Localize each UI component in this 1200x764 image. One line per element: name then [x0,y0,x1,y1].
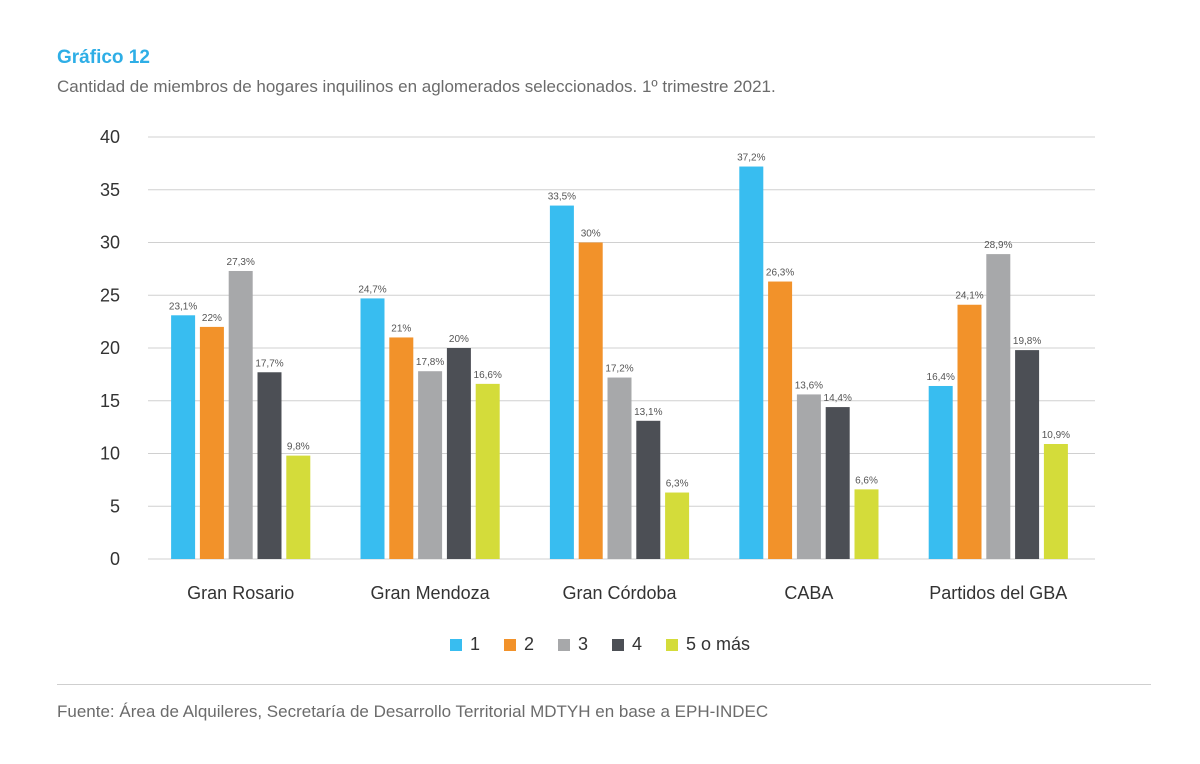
bar-3-2 [418,371,443,559]
legend-swatch [612,638,624,651]
bar-1-5 [928,385,953,559]
x-category-label: Partidos del GBA [929,583,1067,603]
data-label: 16,6% [474,370,502,381]
bar-5-o-más-1 [286,455,311,559]
data-label: 17,2% [605,364,633,375]
chart-subtitle: Cantidad de miembros de hogares inquilin… [57,77,776,96]
x-category-label: Gran Rosario [187,583,294,603]
data-label: 30% [581,229,601,240]
legend-item: 3 [557,634,588,655]
data-label: 14,4% [824,393,852,404]
y-tick-label: 15 [100,391,120,411]
bar-3-5 [986,254,1011,560]
bar-2-1 [199,326,224,559]
data-label: 6,3% [666,479,689,490]
legend-item: 5 o más [666,634,750,655]
data-label: 24,7% [358,284,386,295]
bar-1-2 [360,298,385,559]
data-label: 20% [449,334,469,345]
y-tick-label: 25 [100,285,120,305]
bar-4-1 [257,372,282,559]
legend-label: 3 [577,634,588,654]
legend: 1 2 3 4 5 o más [0,634,1200,655]
bar-5-o-más-5 [1043,444,1068,559]
y-tick-label: 35 [100,180,120,200]
data-label: 17,7% [255,358,283,369]
bar-1-3 [549,205,574,559]
chart-title: Gráfico 12 [57,47,150,68]
y-tick-label: 5 [110,496,120,516]
legend-label: 2 [523,634,534,654]
data-label: 17,8% [416,357,444,368]
y-tick-label: 30 [100,233,120,253]
bar-5-o-más-2 [475,383,500,559]
legend-swatch [666,638,679,651]
source-note: Fuente: Área de Alquileres, Secretaría d… [57,702,769,721]
data-label: 16,4% [927,372,955,383]
data-label: 10,9% [1042,430,1070,441]
y-tick-label: 20 [100,338,120,358]
data-label: 28,9% [984,240,1012,251]
data-label: 26,3% [766,268,794,279]
data-label: 13,1% [634,407,662,418]
bar-3-1 [228,270,253,559]
y-tick-label: 0 [110,549,120,569]
bar-2-5 [957,304,982,559]
y-tick-label: 40 [100,127,120,147]
data-label: 27,3% [227,257,255,268]
data-label: 24,1% [955,291,983,302]
data-label: 9,8% [287,442,310,453]
x-category-label: Gran Córdoba [562,583,677,603]
bar-5-o-más-3 [665,492,690,559]
bar-chart: 0 5 10 15 20 25 30 35 40 23,1% 22% 27,3% 17,7% 9,8% Gr… [100,127,1095,603]
data-label: 23,1% [169,301,197,312]
legend-label: 4 [632,634,643,654]
bar-5-o-más-4 [854,489,879,559]
x-category-label: Gran Mendoza [371,583,491,603]
legend-swatch [503,638,516,651]
bar-1-1 [171,315,196,559]
data-label: 33,5% [548,192,576,203]
data-label: 6,6% [855,475,878,486]
bar-1-4 [739,166,764,560]
legend-item: 2 [503,634,534,655]
legend-swatch [449,638,462,651]
bar-4-2 [446,348,471,559]
bar-2-3 [578,242,603,559]
source-divider [57,684,1151,685]
data-label: 19,8% [1013,336,1041,347]
bar-4-3 [636,420,661,559]
legend-swatch [557,638,570,651]
legend-label: 5 o más [686,634,751,654]
data-label: 22% [202,313,222,324]
bar-3-4 [796,394,821,559]
bar-2-4 [768,281,793,559]
data-label: 21% [391,323,411,334]
bar-2-2 [389,337,414,559]
data-label: 37,2% [737,153,765,164]
legend-item: 1 [449,634,480,655]
data-label: 13,6% [795,380,823,391]
y-tick-label: 10 [100,444,120,464]
legend-item: 4 [612,634,642,655]
bar-4-5 [1015,350,1040,559]
bar-3-3 [607,377,632,559]
legend-label: 1 [469,634,480,654]
bar-4-4 [825,407,850,559]
x-category-label: CABA [784,583,833,603]
